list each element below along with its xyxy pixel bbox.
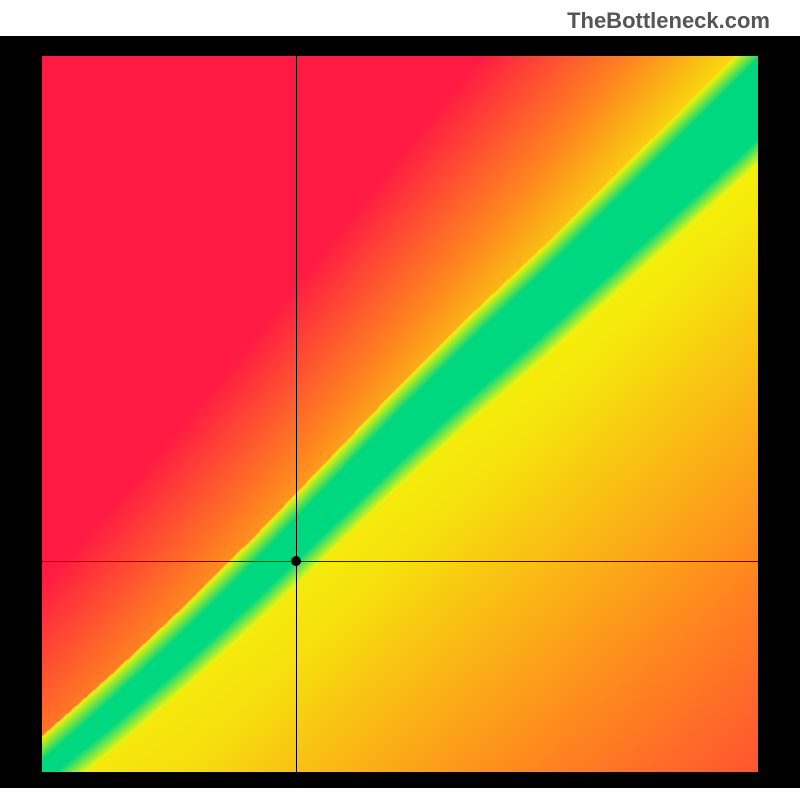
chart-frame [0,36,800,788]
crosshair-marker [291,556,301,566]
crosshair-horizontal [42,561,758,562]
attribution-text: TheBottleneck.com [567,8,770,34]
heatmap-plot [42,56,758,772]
crosshair-vertical [296,56,297,772]
chart-container: TheBottleneck.com [0,0,800,800]
heatmap-canvas [42,56,758,772]
